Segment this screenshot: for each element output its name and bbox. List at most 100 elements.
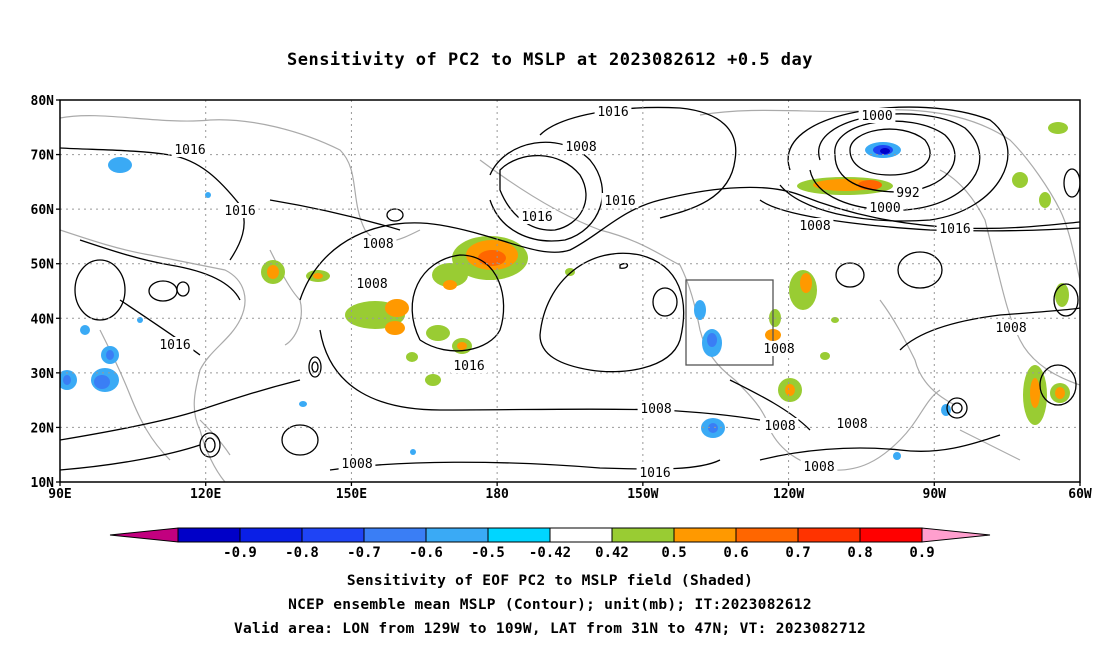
contour-label: 1008: [764, 419, 795, 434]
colorbar-tick-label: 0.9: [909, 545, 934, 561]
contour-label: 1016: [174, 143, 205, 158]
caption-line-3: Valid area: LON from 129W to 109W, LAT f…: [233, 621, 867, 637]
lon-tick-label: 150W: [627, 487, 658, 502]
contour-label: 1008: [341, 457, 372, 472]
colorbar-tick-label: -0.6: [409, 545, 443, 561]
colorbar-swatch: [549, 527, 613, 543]
contour-label: 1000: [861, 109, 892, 124]
contour-label-bg: [800, 459, 838, 474]
contour-label-bg: [893, 185, 923, 200]
contour-label-bg: [594, 104, 632, 119]
colorbar-swatch: [859, 527, 923, 543]
contour-label: 1008: [803, 460, 834, 475]
colorbar-tick-label: 0.8: [847, 545, 872, 561]
contour-label-bg: [359, 236, 397, 251]
contour-label: 1008: [836, 417, 867, 432]
lon-tick-label: 90W: [923, 487, 947, 502]
colorbar-tick-label: -0.9: [223, 545, 257, 561]
contour-label-bg: [833, 416, 871, 431]
colorbar-swatch: [673, 527, 737, 543]
contour-label-bg: [796, 218, 834, 233]
contour-label: 1016: [453, 359, 484, 374]
contour-label: 992: [896, 186, 919, 201]
contour-label: 1016: [939, 222, 970, 237]
contour-label-bg: [601, 193, 639, 208]
colorbar-swatch: [797, 527, 861, 543]
contour-label: 1016: [604, 194, 635, 209]
colorbar-swatch: [301, 527, 365, 543]
contour-label: 1000: [869, 201, 900, 216]
contour-label: 1008: [995, 321, 1026, 336]
lat-tick-label: 40N: [31, 312, 55, 327]
contour-label-bg: [992, 320, 1030, 335]
contour-label-bg: [637, 401, 675, 416]
colorbar: -0.9 -0.8 -0.7 -0.6 -0.5 -0.42 0.42 0.5 0.6 0.7 0.…: [109, 527, 991, 561]
contour-label: 1008: [640, 402, 671, 417]
sensitivity-shading: [60, 122, 1070, 460]
contour-label-bg: [858, 108, 896, 123]
lon-tick-label: 150E: [336, 487, 367, 502]
contour-label-bg: [518, 209, 556, 224]
lat-tick-label: 20N: [31, 421, 55, 436]
colorbar-tick-label: -0.42: [529, 545, 571, 561]
colorbar-swatch: [425, 527, 489, 543]
contour-label: 1016: [224, 204, 255, 219]
contour-label-bg: [636, 465, 674, 480]
contour-label: 1008: [565, 140, 596, 155]
lon-tick-label: 60W: [1068, 487, 1092, 502]
lon-tick-label: 180: [485, 487, 509, 502]
lat-tick-label: 60N: [31, 203, 55, 218]
valid-area-box: [685, 279, 774, 366]
lat-tick-label: 30N: [31, 367, 55, 382]
colorbar-swatch: [487, 527, 551, 543]
contour-label-bg: [450, 358, 488, 373]
map-frame: [59, 99, 1081, 483]
colorbar-tick-label: 0.7: [785, 545, 810, 561]
contour-label-bg: [562, 139, 600, 154]
contour-label: 1016: [159, 338, 190, 353]
caption-line-2: NCEP ensemble mean MSLP (Contour); unit(…: [288, 597, 812, 613]
colorbar-tick-label: 0.6: [723, 545, 748, 561]
colorbar-right-arrow: [921, 527, 991, 543]
contour-label: 1016: [521, 210, 552, 225]
contour-label-bg: [353, 276, 391, 291]
colorbar-tick-label: -0.5: [471, 545, 505, 561]
lon-tick-label: 120W: [773, 487, 804, 502]
colorbar-tick-label: -0.8: [285, 545, 319, 561]
contour-label: 1016: [597, 105, 628, 120]
colorbar-swatch: [239, 527, 303, 543]
contour-label: 1016: [639, 466, 670, 481]
contour-label: 1008: [763, 342, 794, 357]
colorbar-tick-label: 0.5: [661, 545, 686, 561]
colorbar-tick-label: 0.42: [595, 545, 629, 561]
colorbar-left-arrow: [109, 527, 179, 543]
contour-label: 1008: [356, 277, 387, 292]
map-background: [60, 100, 1080, 482]
lon-tick-label: 90E: [48, 487, 71, 502]
contour-label: 1008: [362, 237, 393, 252]
contour-label-bg: [936, 221, 974, 236]
colorbar-tick-label: -0.7: [347, 545, 381, 561]
caption-line-1: Sensitivity of EOF PC2 to MSLP field (Sh…: [346, 573, 754, 589]
chart-title: Sensitivity of PC2 to MSLP at 2023082612…: [286, 50, 813, 70]
lat-tick-label: 80N: [31, 94, 55, 109]
colorbar-swatch: [735, 527, 799, 543]
colorbar-swatch: [611, 527, 675, 543]
lat-tick-label: 50N: [31, 258, 55, 273]
contour-label-bg: [156, 337, 194, 352]
contour-label-bg: [221, 203, 259, 218]
lat-tick-label: 10N: [31, 476, 55, 491]
contour-label-bg: [171, 142, 209, 157]
colorbar-swatch: [363, 527, 427, 543]
contour-label-bg: [338, 456, 376, 471]
contour-label-bg: [866, 200, 904, 215]
contour-label-bg: [761, 418, 799, 433]
lon-tick-label: 120E: [190, 487, 221, 502]
lat-tick-label: 70N: [31, 149, 55, 164]
contour-label: 1008: [799, 219, 830, 234]
colorbar-swatch: [177, 527, 241, 543]
contour-label-bg: [760, 341, 798, 356]
